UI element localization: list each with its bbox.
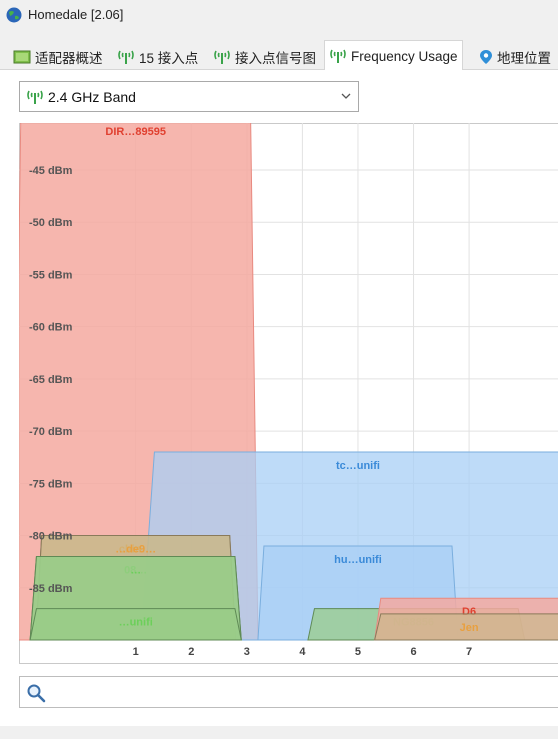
tab-label: Frequency Usage bbox=[351, 48, 458, 64]
antenna-icon bbox=[27, 90, 43, 104]
series-label: Jen bbox=[460, 622, 479, 634]
globe-icon bbox=[6, 7, 22, 23]
series-label: DIR…89595 bbox=[105, 126, 166, 138]
tab-strip: 适配器概述 15 接入点 接入点信号图 Frequency Usage 地理位置 bbox=[0, 40, 558, 71]
x-tick-label: 1 bbox=[133, 646, 139, 658]
series-label: …unifi bbox=[119, 617, 153, 629]
band-select-value: 2.4 GHz Band bbox=[48, 88, 136, 105]
frequency-usage-chart: DIR…89595tc…unifihu…unifichin……de9…08……N… bbox=[19, 123, 558, 658]
tab-label: 适配器概述 bbox=[35, 51, 103, 66]
tab-label: 接入点信号图 bbox=[235, 51, 316, 66]
antenna-icon bbox=[330, 49, 346, 63]
search-icon bbox=[27, 684, 46, 703]
tab-frequency-usage[interactable]: Frequency Usage bbox=[324, 40, 463, 71]
search-input[interactable] bbox=[19, 676, 558, 708]
y-tick-label: -45 dBm bbox=[29, 165, 73, 177]
x-tick-label: 7 bbox=[466, 646, 472, 658]
y-tick-label: -85 dBm bbox=[29, 583, 73, 595]
series-label: …de9… bbox=[115, 544, 156, 556]
y-tick-label: -50 dBm bbox=[29, 217, 73, 229]
y-tick-label: -80 dBm bbox=[29, 531, 73, 543]
band-select[interactable]: 2.4 GHz Band bbox=[19, 81, 359, 112]
tab-access-points[interactable]: 15 接入点 bbox=[112, 43, 203, 70]
x-tick-label: 3 bbox=[244, 646, 250, 658]
tab-label: 15 接入点 bbox=[139, 51, 199, 66]
tab-signal-graph[interactable]: 接入点信号图 bbox=[208, 43, 321, 70]
antenna-icon bbox=[118, 50, 134, 64]
y-tick-label: -65 dBm bbox=[29, 374, 73, 386]
series-label: hu…unifi bbox=[334, 554, 382, 566]
channel-area-8 bbox=[29, 608, 242, 641]
x-tick-label: 2 bbox=[188, 646, 194, 658]
y-tick-label: -70 dBm bbox=[29, 426, 73, 438]
antenna-icon bbox=[214, 50, 230, 64]
x-tick-label: 4 bbox=[299, 646, 306, 658]
series-label: … bbox=[130, 564, 141, 576]
tab-label: 地理位置 bbox=[497, 51, 551, 66]
window-title: Homedale [2.06] bbox=[28, 7, 124, 22]
y-tick-label: -60 dBm bbox=[29, 322, 73, 334]
channel-area-10 bbox=[373, 613, 558, 641]
tab-geolocation[interactable]: 地理位置 bbox=[474, 43, 556, 70]
y-tick-label: -75 dBm bbox=[29, 478, 73, 490]
series-label: tc…unifi bbox=[336, 460, 380, 472]
title-bar: Homedale [2.06] bbox=[0, 0, 558, 32]
map-pin-icon bbox=[480, 50, 492, 64]
x-tick-label: 6 bbox=[410, 646, 416, 658]
adapter-flag-icon bbox=[13, 50, 31, 64]
y-tick-label: -55 dBm bbox=[29, 269, 73, 281]
chevron-down-icon bbox=[341, 93, 351, 99]
x-tick-label: 5 bbox=[355, 646, 361, 658]
tab-adapter-overview[interactable]: 适配器概述 bbox=[8, 43, 108, 70]
